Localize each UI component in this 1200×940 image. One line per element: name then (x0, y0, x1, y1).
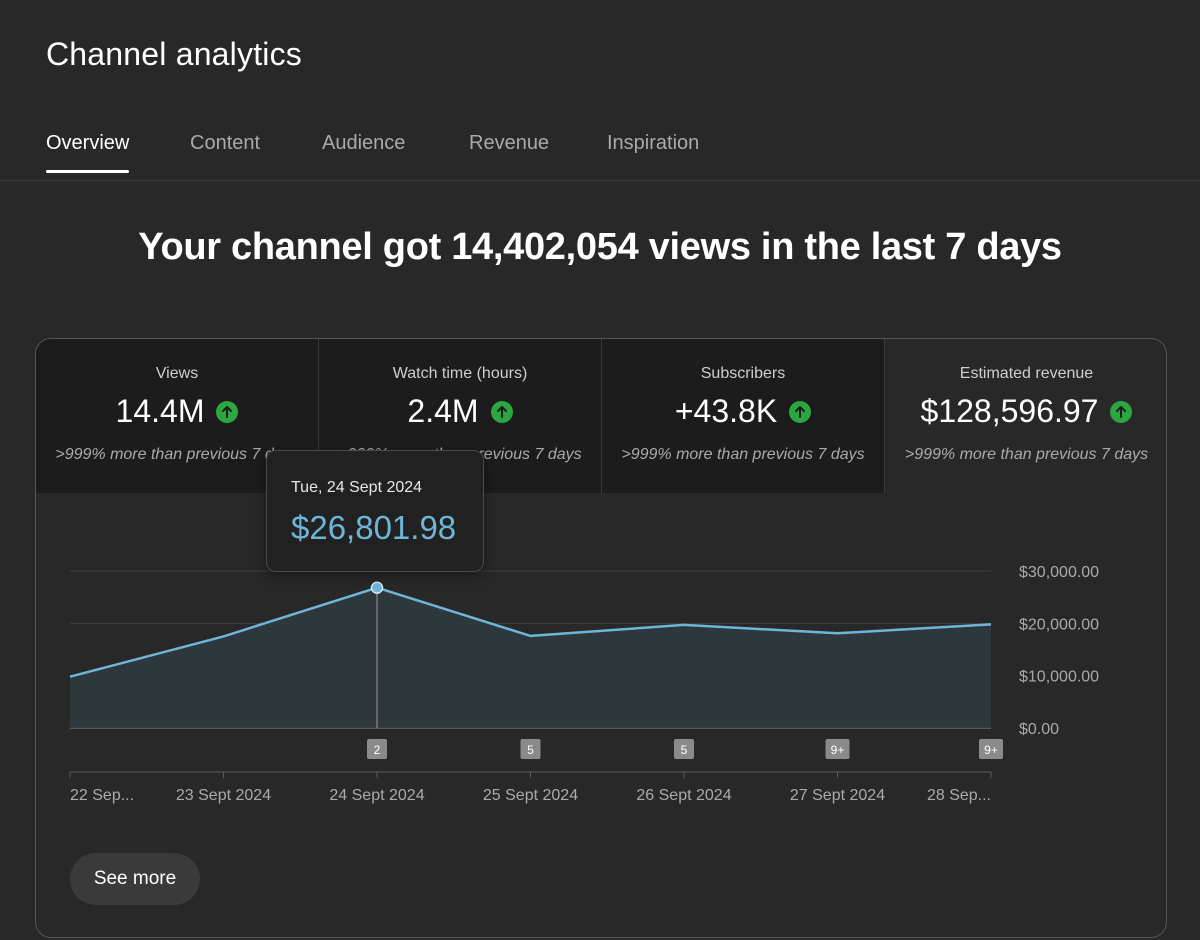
tooltip-value: $26,801.98 (291, 509, 457, 546)
metric-value: +43.8K (674, 393, 778, 429)
tab-content[interactable]: Content (190, 132, 261, 154)
metric-label: Watch time (hours) (392, 365, 528, 382)
metric-comparison: >999% more than previous 7 days (55, 446, 299, 463)
arrow-up-icon (789, 400, 812, 423)
metric-value: 2.4M (407, 393, 479, 429)
tooltip-date: Tue, 24 Sept 2024 (291, 479, 423, 496)
metric-label: Views (155, 365, 199, 382)
arrow-up-icon (490, 400, 513, 423)
metric-subscribers[interactable]: Subscribers +43.8K >999% more than previ… (602, 339, 884, 493)
overview-card: Views 14.4M >999% more than previous 7 d… (35, 338, 1167, 938)
views-headline: Your channel got 14,402,054 views in the… (138, 226, 1062, 268)
metric-value: 14.4M (115, 393, 205, 429)
metric-views[interactable]: Views 14.4M >999% more than previous 7 d… (36, 339, 318, 493)
metric-comparison: >999% more than previous 7 days (621, 446, 865, 463)
tab-audience[interactable]: Audience (322, 132, 406, 154)
arrow-up-icon (216, 400, 239, 423)
metric-tabs: Views 14.4M >999% more than previous 7 d… (36, 339, 1166, 493)
chart-tooltip: Tue, 24 Sept 2024 $26,801.98 (266, 450, 484, 572)
tab-overview[interactable]: Overview (46, 132, 130, 173)
page-title: Channel analytics (46, 36, 302, 72)
tab-bar: Overview Content Audience Revenue Inspir… (0, 118, 1200, 181)
tab-inspiration[interactable]: Inspiration (607, 132, 700, 154)
metric-comparison: >999% more than previous 7 days (904, 446, 1149, 463)
arrow-up-icon (1110, 400, 1133, 423)
metric-label: Subscribers (700, 365, 786, 382)
metric-estimated-revenue[interactable]: Estimated revenue $128,596.97 >999% more… (885, 339, 1166, 493)
see-more-button[interactable]: See more (70, 853, 200, 905)
tab-revenue[interactable]: Revenue (469, 132, 550, 154)
metric-value: $128,596.97 (920, 393, 1099, 429)
metric-label: Estimated revenue (959, 365, 1094, 382)
